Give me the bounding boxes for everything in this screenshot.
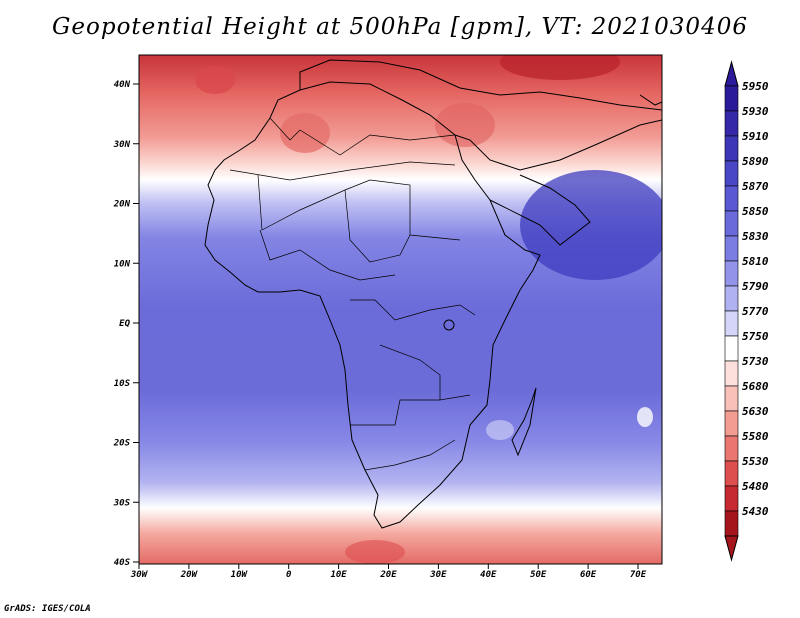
- colorbar-top-arrow: [724, 60, 739, 87]
- lon-tick-label: 20E: [379, 570, 397, 580]
- colorbar: 5950 5930 5910 5890 5870 5850 5830 5810 5790 5770…: [724, 60, 769, 562]
- grads-credit: GrADS: IGES/COLA: [4, 604, 91, 614]
- colorbar-label: 5790: [742, 280, 769, 293]
- colorbar-swatch: [724, 160, 739, 187]
- colorbar-swatch: [724, 335, 739, 362]
- colorbar-label: 5630: [742, 405, 769, 418]
- height-field: [139, 55, 662, 564]
- colorbar-label: 5580: [742, 430, 769, 443]
- lon-tick-label: 70E: [630, 570, 647, 580]
- colorbar-label: 5770: [742, 305, 769, 318]
- colorbar-swatch: [724, 310, 739, 337]
- colorbar-label: 5950: [742, 80, 769, 93]
- colorbar-bottom-arrow: [724, 535, 739, 562]
- lon-tick-label: 40E: [480, 570, 497, 580]
- colorbar-swatch: [724, 360, 739, 387]
- colorbar-label: 5870: [742, 180, 769, 193]
- colorbar-swatch: [724, 410, 739, 437]
- colorbar-label: 5680: [742, 380, 769, 393]
- colorbar-swatch: [724, 485, 739, 512]
- colorbar-swatch: [724, 235, 739, 262]
- colorbar-swatch: [724, 385, 739, 412]
- colorbar-swatch: [724, 110, 739, 137]
- lon-tick-label: 60E: [580, 570, 597, 580]
- latitude-axis: 40N 30N 20N 10N EQ 10S 20S 30S 40S: [113, 80, 139, 568]
- colorbar-swatch: [724, 210, 739, 237]
- colorbar-label: 5910: [742, 130, 769, 143]
- colorbar-swatch: [724, 285, 739, 312]
- lon-tick-label: 30E: [429, 570, 447, 580]
- map-title: Geopotential Height at 500hPa [gpm], VT:…: [52, 14, 748, 40]
- colorbar-swatch: [724, 510, 739, 537]
- lat-tick-label: 20N: [113, 200, 131, 210]
- colorbar-label: 5810: [742, 255, 769, 268]
- map-frame: [138, 54, 663, 565]
- lat-tick-label: 40S: [114, 558, 131, 568]
- colorbar-swatch: [724, 85, 739, 112]
- lon-tick-label: 0: [286, 570, 292, 580]
- lat-tick-label: 10S: [114, 379, 131, 389]
- colorbar-label: 5850: [742, 205, 769, 218]
- lon-tick-label: 50E: [530, 570, 547, 580]
- lon-tick-label: 20W: [180, 570, 199, 580]
- colorbar-label: 5480: [742, 480, 769, 493]
- colorbar-swatch: [724, 185, 739, 212]
- colorbar-label: 5430: [742, 505, 769, 518]
- longitude-axis: 30W 20W 10W 0 10E 20E 30E 40E 50E 60E 70E: [130, 564, 647, 580]
- colorbar-label: 5750: [742, 330, 769, 343]
- colorbar-swatch: [724, 135, 739, 162]
- borders: [229, 117, 476, 471]
- colorbar-label: 5730: [742, 355, 769, 368]
- lon-tick-label: 10W: [231, 570, 249, 580]
- colorbar-label: 5530: [742, 455, 769, 468]
- colorbar-label: 5830: [742, 230, 769, 243]
- colorbar-label: 5890: [742, 155, 769, 168]
- lat-tick-label: EQ: [119, 319, 130, 329]
- colorbar-swatch: [724, 435, 739, 462]
- lat-tick-label: 10N: [114, 259, 131, 269]
- lat-tick-label: 30S: [113, 498, 131, 508]
- coastlines: [204, 59, 662, 529]
- lon-tick-label: 10E: [330, 570, 347, 580]
- lat-tick-label: 40N: [114, 80, 131, 90]
- colorbar-swatch: [724, 260, 739, 287]
- lat-tick-label: 20S: [113, 439, 131, 449]
- colorbar-label: 5930: [742, 105, 769, 118]
- lat-tick-label: 30N: [113, 140, 131, 150]
- colorbar-swatch: [724, 460, 739, 487]
- lon-tick-label: 30W: [130, 570, 149, 580]
